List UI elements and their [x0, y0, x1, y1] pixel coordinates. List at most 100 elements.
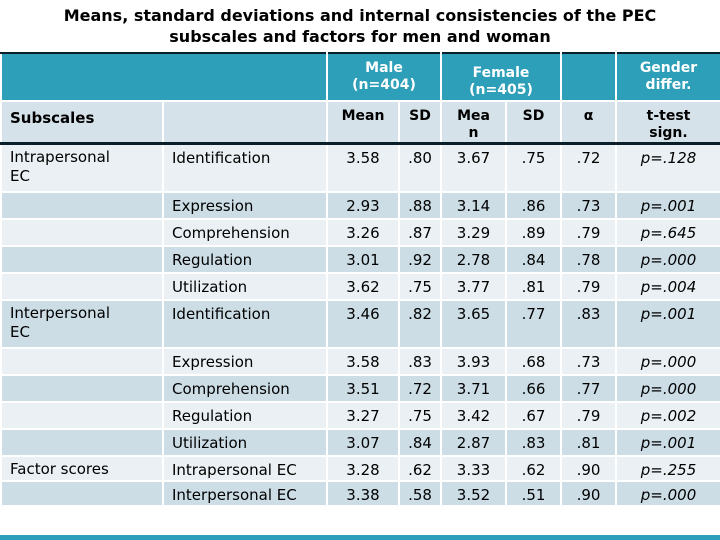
female-mean-cell: 3.77	[440, 271, 507, 301]
group-cell: Intrapersonal EC	[0, 142, 164, 193]
female-mean-cell: 3.52	[440, 479, 507, 507]
pec-statistics-table: Male (n=404) Female (n=405) Gender diffe…	[0, 52, 720, 507]
alpha-cell: .72	[560, 142, 617, 193]
female-mean-cell: 3.33	[440, 454, 507, 482]
male-mean-cell: 2.93	[326, 190, 400, 220]
alpha-cell: .73	[560, 346, 617, 376]
male-mean-cell: 3.28	[326, 454, 400, 482]
alpha-header: α	[560, 100, 617, 145]
group-cell	[0, 346, 164, 376]
female-mean-cell: 3.67	[440, 142, 507, 193]
group-cell	[0, 271, 164, 301]
group-cell	[0, 479, 164, 507]
male-mean-cell: 3.58	[326, 346, 400, 376]
subscale-cell: Identification	[162, 142, 328, 193]
female-sd-cell: .84	[505, 244, 562, 274]
page-title-line1: Means, standard deviations and internal …	[63, 6, 657, 25]
group-cell	[0, 373, 164, 403]
female-sd-cell: .51	[505, 479, 562, 507]
alpha-cell: .79	[560, 400, 617, 430]
female-sd-cell: .68	[505, 346, 562, 376]
male-sd-cell: .88	[398, 190, 442, 220]
gender-label-line2: differ.	[645, 77, 692, 93]
page-title-line2: subscales and factors for men and woman	[169, 27, 551, 46]
table-row: Regulation 3.27 .75 3.42 .67 .79 p=.002	[0, 400, 720, 430]
male-sd-cell: .62	[398, 454, 442, 482]
subscale-cell: Comprehension	[162, 373, 328, 403]
group-cell	[0, 244, 164, 274]
ttest-cell: p=.255	[615, 454, 720, 482]
page-title: Means, standard deviations and internal …	[0, 0, 720, 52]
male-mean-cell: 3.07	[326, 427, 400, 457]
ttest-cell: p=.001	[615, 427, 720, 457]
female-sd-cell: .66	[505, 373, 562, 403]
subscale-cell: Utilization	[162, 427, 328, 457]
female-mean-header: Mean	[440, 100, 507, 145]
alpha-cell: .90	[560, 454, 617, 482]
alpha-cell: .79	[560, 217, 617, 247]
female-sd-cell: .89	[505, 217, 562, 247]
male-sd-cell: .83	[398, 346, 442, 376]
subscale-cell: Utilization	[162, 271, 328, 301]
group-cell	[0, 400, 164, 430]
female-sd-header: SD	[505, 100, 562, 145]
alpha-group-header-empty-cell	[560, 52, 617, 102]
ttest-cell: p=.004	[615, 271, 720, 301]
male-mean-header: Mean	[326, 100, 400, 145]
female-sd-cell: .86	[505, 190, 562, 220]
ttest-cell: p=.000	[615, 479, 720, 507]
female-mean-cell: 3.71	[440, 373, 507, 403]
group-cell: Factor scores	[0, 454, 164, 482]
ttest-cell: p=.000	[615, 346, 720, 376]
group-header-row: Male (n=404) Female (n=405) Gender diffe…	[0, 52, 720, 102]
female-label: Female	[472, 64, 530, 81]
group-cell	[0, 190, 164, 220]
ttest-cell: p=.001	[615, 190, 720, 220]
male-mean-cell: 3.51	[326, 373, 400, 403]
female-sd-cell: .62	[505, 454, 562, 482]
male-sd-cell: .75	[398, 400, 442, 430]
table-row: Utilization 3.07 .84 2.87 .83 .81 p=.001	[0, 427, 720, 457]
male-sd-header: SD	[398, 100, 442, 145]
column-header-row: Subscales Mean SD Mean SD α t-test sign.	[0, 100, 720, 145]
male-mean-cell: 3.38	[326, 479, 400, 507]
alpha-cell: .90	[560, 479, 617, 507]
male-mean-cell: 3.27	[326, 400, 400, 430]
ttest-header: t-test sign.	[615, 100, 720, 145]
male-sd-cell: .72	[398, 373, 442, 403]
subscale-cell: Comprehension	[162, 217, 328, 247]
subscale-cell: Interpersonal EC	[162, 479, 328, 507]
subscale-cell: Regulation	[162, 244, 328, 274]
table-row: Expression 3.58 .83 3.93 .68 .73 p=.000	[0, 346, 720, 376]
group-cell	[0, 217, 164, 247]
group-cell	[0, 427, 164, 457]
ttest-label-line1: t-test	[646, 108, 691, 124]
female-mean-cell: 3.14	[440, 190, 507, 220]
table-row: Interpersonal EC 3.38 .58 3.52 .51 .90 p…	[0, 479, 720, 507]
group-header-empty-cell	[0, 52, 328, 102]
female-sd-cell: .75	[505, 142, 562, 193]
table-row: Interpersonal EC Identification 3.46 .82…	[0, 298, 720, 349]
table-row: Intrapersonal EC Identification 3.58 .80…	[0, 142, 720, 193]
subscale-name-header-empty-cell	[162, 100, 328, 145]
ttest-cell: p=.002	[615, 400, 720, 430]
footer-accent-bar	[0, 535, 720, 540]
male-label: Male	[365, 60, 403, 76]
table-row: Utilization 3.62 .75 3.77 .81 .79 p=.004	[0, 271, 720, 301]
alpha-cell: .81	[560, 427, 617, 457]
female-sd-cell: .77	[505, 298, 562, 349]
female-mean-cell: 3.65	[440, 298, 507, 349]
ttest-cell: p=.001	[615, 298, 720, 349]
female-mean-cell: 2.78	[440, 244, 507, 274]
male-group-header: Male (n=404)	[326, 52, 442, 102]
female-mean-cell: 3.93	[440, 346, 507, 376]
male-mean-cell: 3.01	[326, 244, 400, 274]
table-row: Comprehension 3.51 .72 3.71 .66 .77 p=.0…	[0, 373, 720, 403]
subscale-cell: Expression	[162, 346, 328, 376]
male-sd-cell: .58	[398, 479, 442, 507]
alpha-cell: .79	[560, 271, 617, 301]
male-mean-cell: 3.62	[326, 271, 400, 301]
group-cell: Interpersonal EC	[0, 298, 164, 349]
male-sd-cell: .80	[398, 142, 442, 193]
